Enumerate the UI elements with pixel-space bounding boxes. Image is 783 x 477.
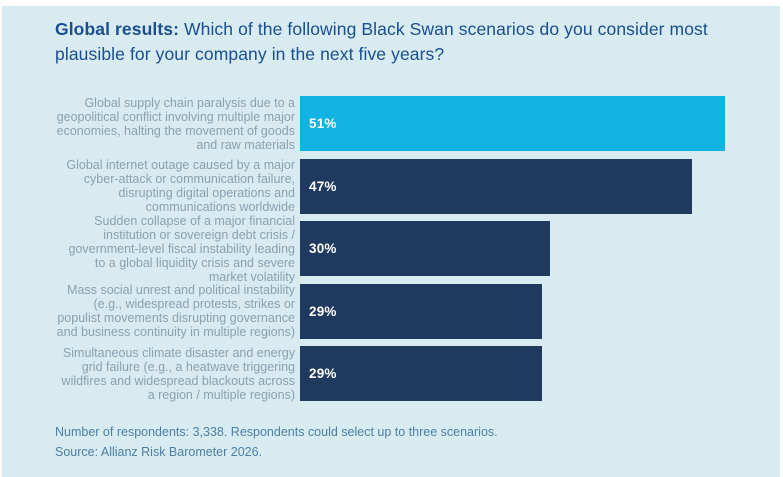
bar: 30% [300, 221, 550, 276]
chart-title-prefix: Global results: [55, 19, 180, 39]
bar-track: 47% [300, 158, 760, 214]
respondents-note: Number of respondents: 3,338. Respondent… [55, 425, 498, 439]
bar-track: 51% [300, 96, 760, 151]
bar-category-label: Sudden collapse of a major financial ins… [68, 213, 295, 284]
chart-title: Global results: Which of the following B… [55, 17, 725, 67]
bar: 51% [300, 96, 725, 151]
source-note: Source: Allianz Risk Barometer 2026. [55, 445, 263, 459]
bar-value-label: 47% [309, 178, 337, 194]
bar: 29% [300, 346, 542, 401]
bar-track: 29% [300, 346, 760, 401]
bar-category-label: Mass social unrest and political instabi… [56, 283, 295, 339]
bar-row: Global supply chain paralysis due to a g… [55, 95, 760, 152]
bar: 47% [300, 158, 692, 214]
bar-track: 30% [300, 221, 760, 276]
bar-row: Sudden collapse of a major financial ins… [55, 214, 760, 284]
chart-title-question: Which of the following Black Swan scenar… [55, 19, 708, 64]
chart-panel: Global results: Which of the following B… [2, 6, 780, 477]
bar-value-label: 51% [309, 116, 337, 131]
bar-value-label: 30% [309, 241, 337, 256]
bar-track: 29% [300, 283, 760, 339]
bar-value-label: 29% [309, 366, 337, 381]
bar-value-label: 29% [309, 303, 337, 319]
bar: 29% [300, 283, 542, 339]
bar-row: Global internet outage caused by a major… [55, 158, 760, 214]
bar-category-label: Global internet outage caused by a major… [66, 158, 295, 214]
bar-category-label: Simultaneous climate disaster and energy… [61, 345, 295, 402]
bar-row: Mass social unrest and political instabi… [55, 283, 760, 339]
chart-footnote: Number of respondents: 3,338. Respondent… [55, 422, 755, 462]
bar-chart: Global supply chain paralysis due to a g… [55, 96, 760, 409]
bar-row: Simultaneous climate disaster and energy… [55, 345, 760, 402]
bar-category-label: Global supply chain paralysis due to a g… [56, 95, 295, 152]
